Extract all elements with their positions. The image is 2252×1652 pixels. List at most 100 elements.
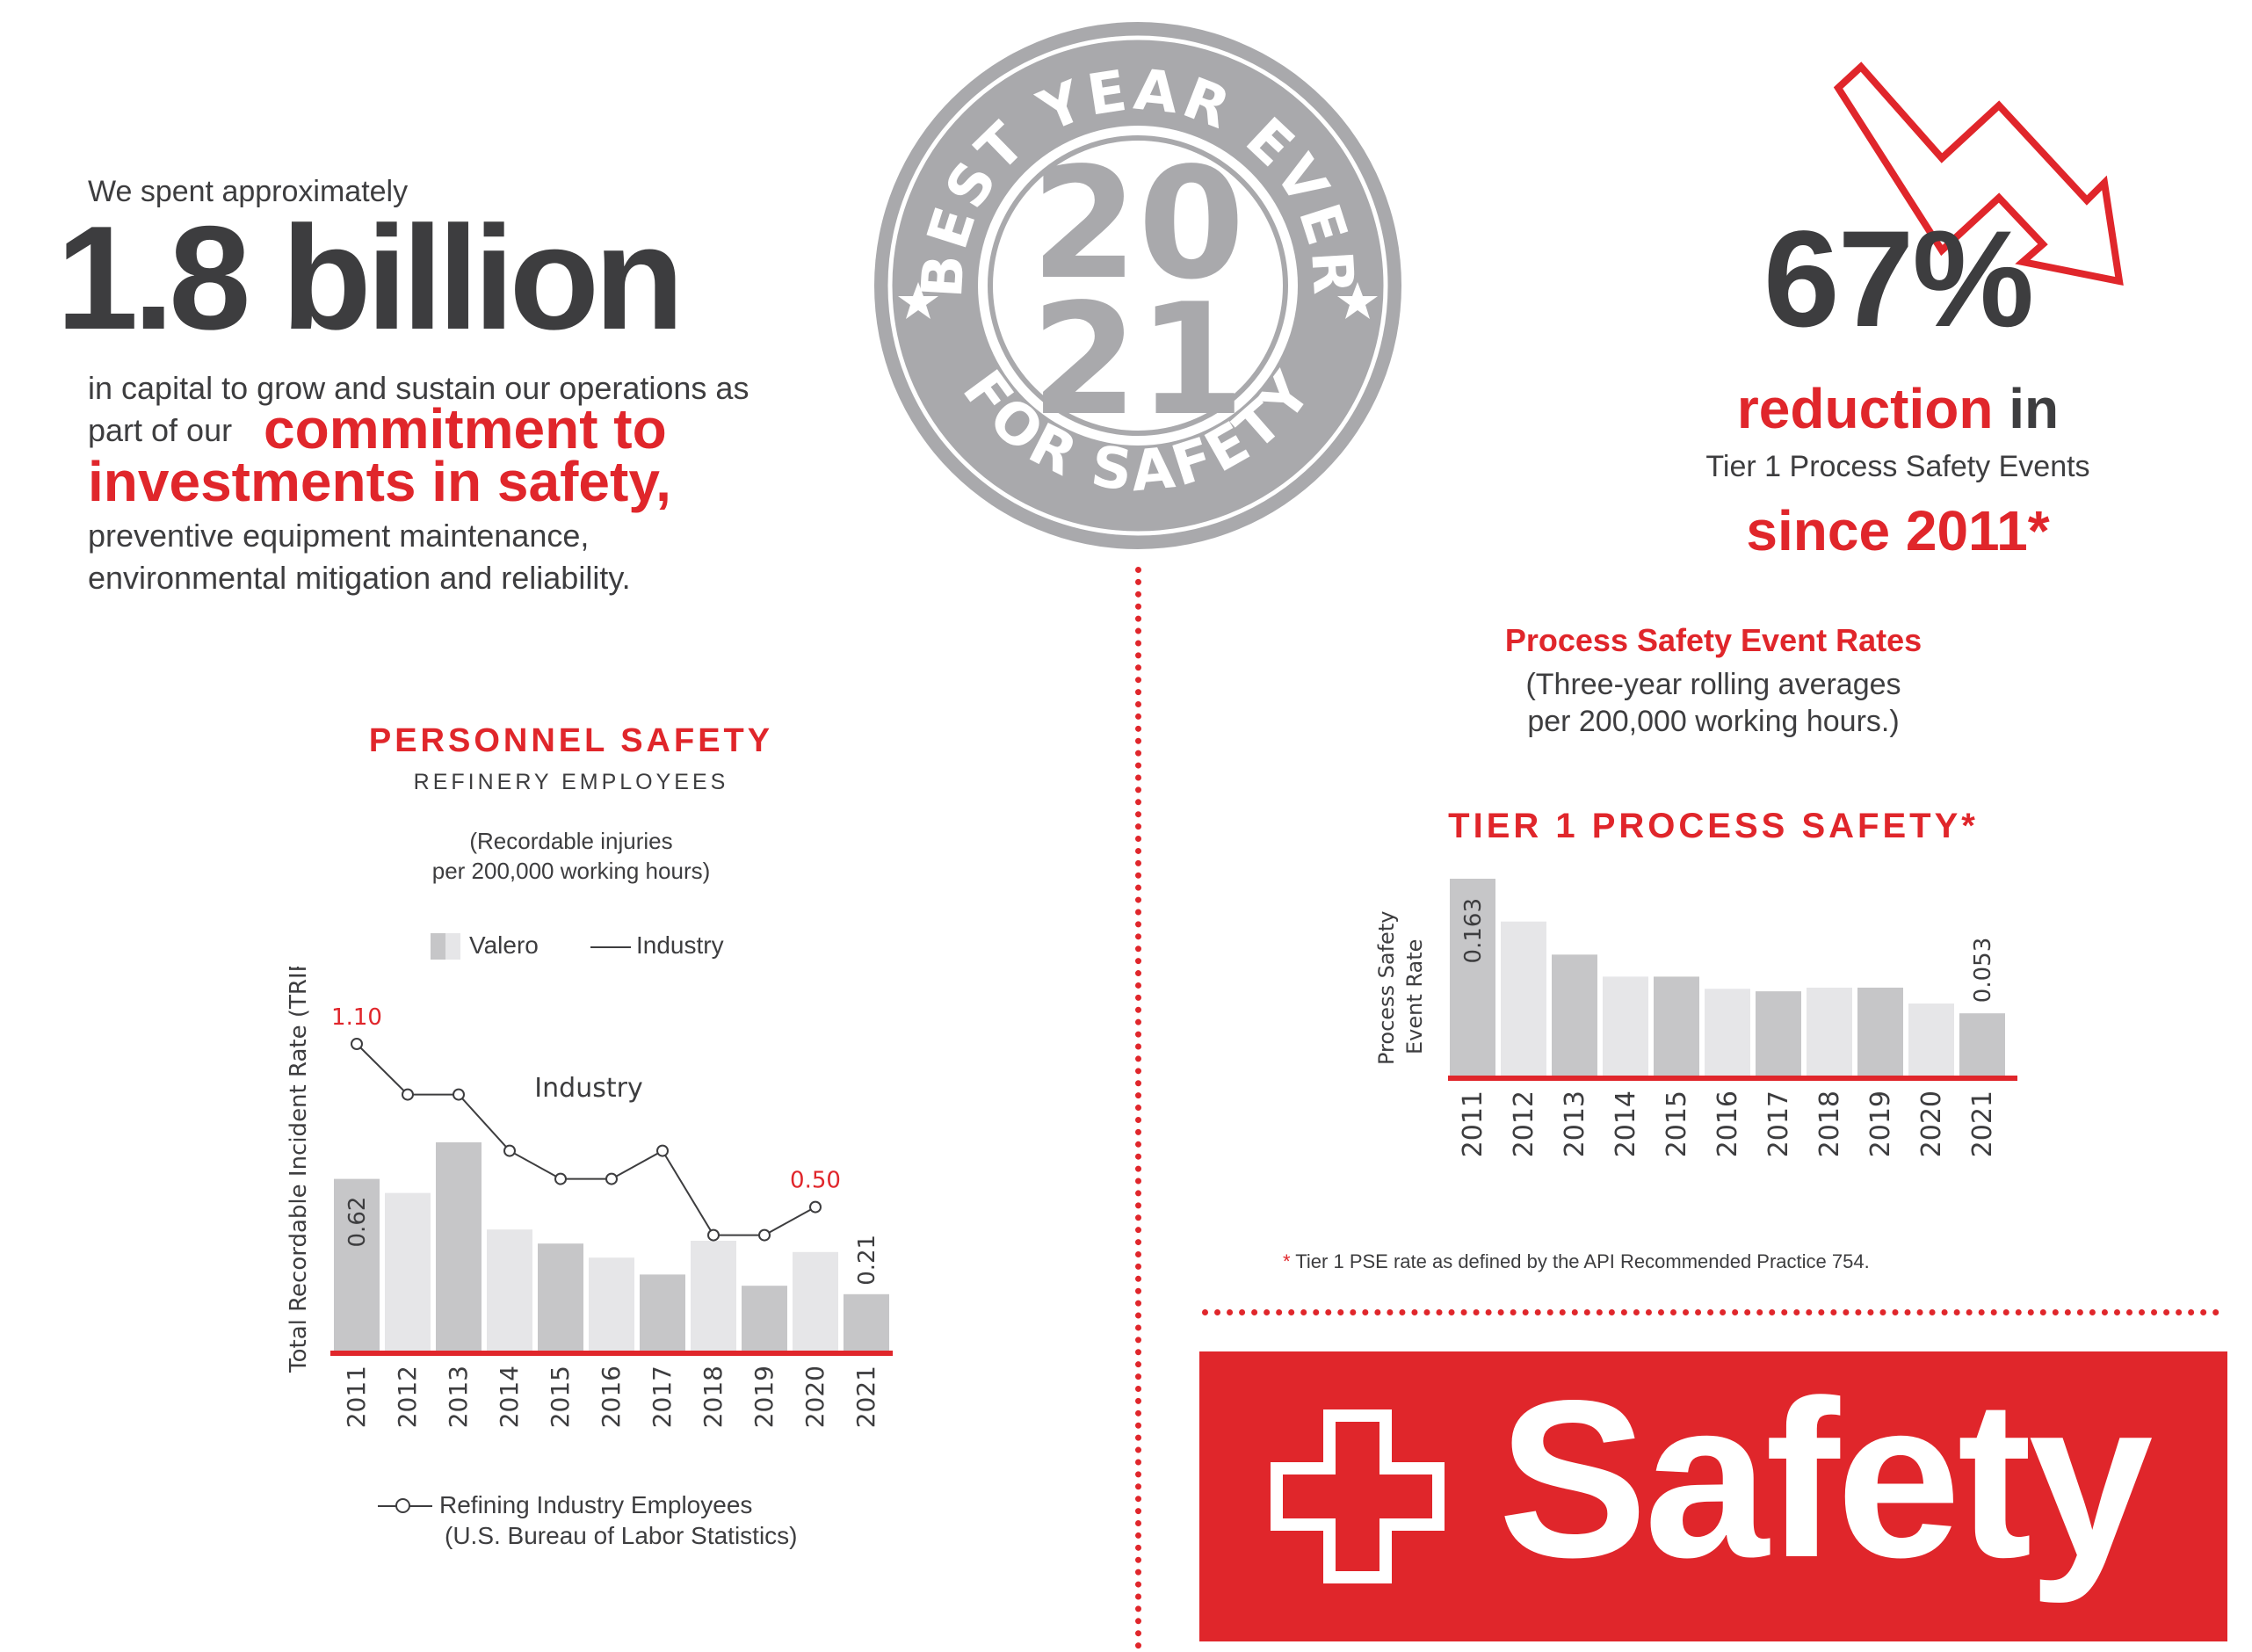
footnote: * Tier 1 PSE rate as defined by the API … — [1283, 1250, 1870, 1273]
tier1-label-2021: 0.053 — [1970, 938, 1996, 1003]
industry-point-2018 — [707, 1228, 720, 1242]
footnote-text: Tier 1 PSE rate as defined by the API Re… — [1295, 1250, 1870, 1272]
reduction-subject: Tier 1 Process Safety Events — [1705, 450, 2090, 483]
tier1-tick-2016: 2016 — [1713, 1090, 1743, 1157]
legend-valero-label: Valero — [469, 931, 539, 959]
tier1-bar-2014 — [1603, 976, 1648, 1078]
intro-lead: We spent approximately — [88, 175, 409, 208]
intro-line4: environmental mitigation and reliability… — [88, 560, 631, 596]
personnel-chart-note-1: (Recordable injuries — [469, 828, 673, 854]
tier1-tick-2017: 2017 — [1763, 1090, 1794, 1157]
intro-line3: preventive equipment maintenance, — [88, 518, 590, 554]
badge-outer-line — [887, 35, 1388, 536]
tier1-tick-2020: 2020 — [1916, 1090, 1947, 1157]
industry-point-2016 — [605, 1172, 618, 1185]
source-line-2: (U.S. Bureau of Labor Statistics) — [445, 1522, 798, 1549]
intro-line1: in capital to grow and sustain our opera… — [88, 370, 749, 406]
legend-industry-line — [590, 946, 631, 948]
valero-bar-2017 — [640, 1274, 685, 1353]
tier1-bar-2012 — [1501, 921, 1546, 1078]
center-divider — [1135, 567, 1141, 1649]
badge-inner-line — [988, 135, 1288, 436]
personnel-y-axis-label: Total Recordable Incident Rate (TRIR) — [286, 967, 312, 1373]
safety-banner: Safety — [1199, 1351, 2227, 1641]
reduction-percent: 67% — [1763, 203, 2034, 356]
valero-bar-2011 — [334, 1178, 380, 1353]
intro-line2-prefix: part of our — [88, 412, 233, 448]
personnel-tick-2020: 2020 — [800, 1366, 829, 1428]
personnel-chart-subtitle: REFINERY EMPLOYEES — [413, 770, 729, 794]
pse-sub-2: per 200,000 working hours.) — [1527, 705, 1900, 738]
personnel-tick-2016: 2016 — [597, 1366, 626, 1428]
valero-bar-2012 — [385, 1192, 431, 1353]
personnel-safety-chart: Total Recordable Incident Rate (TRIR) 201… — [286, 967, 893, 1428]
valero-label-2021: 0.21 — [854, 1235, 880, 1286]
valero-bar-2016 — [589, 1257, 634, 1353]
legend-industry-label: Industry — [636, 931, 724, 959]
legend-valero-swatch — [431, 933, 460, 960]
valero-bar-2013 — [436, 1142, 482, 1353]
industry-point-2017 — [656, 1144, 669, 1157]
reduction-headline: reduction in — [1582, 380, 2214, 437]
badge-star-left-icon — [898, 282, 938, 319]
tier1-y-axis-label-line-1: Process Safety — [1374, 911, 1399, 1065]
personnel-tick-2021: 2021 — [851, 1366, 880, 1428]
valero-bar-2015 — [538, 1243, 583, 1353]
personnel-chart-title: PERSONNEL SAFETY — [368, 722, 774, 759]
source-legend-marker — [395, 1498, 410, 1513]
industry-label-2011: 1.10 — [331, 1004, 382, 1031]
tier1-tick-2018: 2018 — [1814, 1090, 1845, 1157]
pse-sub-1: (Three-year rolling averages — [1525, 668, 1901, 701]
footnote-star: * — [1283, 1250, 1291, 1272]
industry-line — [356, 1043, 816, 1236]
industry-label-2020: 0.50 — [790, 1168, 841, 1194]
industry-point-2020 — [809, 1200, 822, 1214]
tier1-chart-title: TIER 1 PROCESS SAFETY* — [1448, 807, 1979, 845]
source-line-1: Refining Industry Employees — [439, 1491, 753, 1518]
tier1-tick-2014: 2014 — [1611, 1090, 1641, 1157]
best-year-badge: BEST YEAR EVER FOR SAFETY 20 21 — [874, 22, 1401, 549]
personnel-tick-2011: 2011 — [342, 1366, 371, 1428]
tier1-tick-2019: 2019 — [1865, 1090, 1896, 1157]
tier1-bar-2017 — [1756, 991, 1801, 1078]
reduction-word: reduction — [1736, 377, 1994, 440]
personnel-tick-2018: 2018 — [699, 1366, 728, 1428]
pse-title: Process Safety Event Rates — [1504, 622, 1923, 658]
safety-banner-label: Safety — [1498, 1354, 2153, 1605]
tier1-y-axis-label-line-2: Event Rate — [1402, 939, 1427, 1054]
badge-year-bottom: 21 — [1031, 272, 1245, 450]
tier1-process-safety-chart: Process Safety Event Rate 2011 2012 2013 2014… — [1374, 879, 2017, 1157]
industry-point-2013 — [453, 1088, 465, 1101]
intro-highlight-1: commitment to — [264, 397, 667, 460]
personnel-tick-2015: 2015 — [546, 1366, 575, 1428]
valero-bar-2014 — [487, 1229, 532, 1353]
tier1-bar-2011 — [1450, 879, 1495, 1078]
tier1-bar-2018 — [1807, 987, 1852, 1078]
badge-year-top: 20 — [1031, 135, 1245, 314]
tier1-label-2011: 0.163 — [1460, 898, 1487, 963]
tier1-tick-2015: 2015 — [1662, 1090, 1692, 1157]
personnel-tick-2017: 2017 — [648, 1366, 677, 1428]
personnel-tick-2012: 2012 — [393, 1366, 422, 1428]
tier1-tick-2013: 2013 — [1560, 1090, 1590, 1157]
tier1-tick-2021: 2021 — [1967, 1090, 1998, 1157]
industry-point-2014 — [503, 1144, 516, 1157]
valero-bar-2020 — [793, 1251, 838, 1353]
tier1-tick-2012: 2012 — [1509, 1090, 1539, 1157]
personnel-chart-note-2: per 200,000 working hours) — [431, 858, 711, 884]
valero-label-2011: 0.62 — [344, 1197, 371, 1248]
cross-icon — [1271, 1409, 1445, 1583]
horizontal-divider — [1202, 1309, 2219, 1315]
industry-series-label: Industry — [534, 1073, 642, 1104]
tier1-bar-2019 — [1857, 987, 1903, 1078]
tier1-tick-2011: 2011 — [1458, 1090, 1488, 1157]
tier1-bar-2021 — [1959, 1013, 2005, 1078]
valero-bar-2018 — [691, 1241, 736, 1353]
tier1-bar-2016 — [1705, 989, 1750, 1078]
industry-point-2015 — [554, 1172, 567, 1185]
personnel-tick-2019: 2019 — [749, 1366, 778, 1428]
personnel-tick-2013: 2013 — [444, 1366, 473, 1428]
badge-star-right-icon — [1337, 282, 1378, 319]
tier1-bar-2013 — [1552, 954, 1597, 1078]
intro-highlight-2: investments in safety, — [88, 450, 671, 513]
